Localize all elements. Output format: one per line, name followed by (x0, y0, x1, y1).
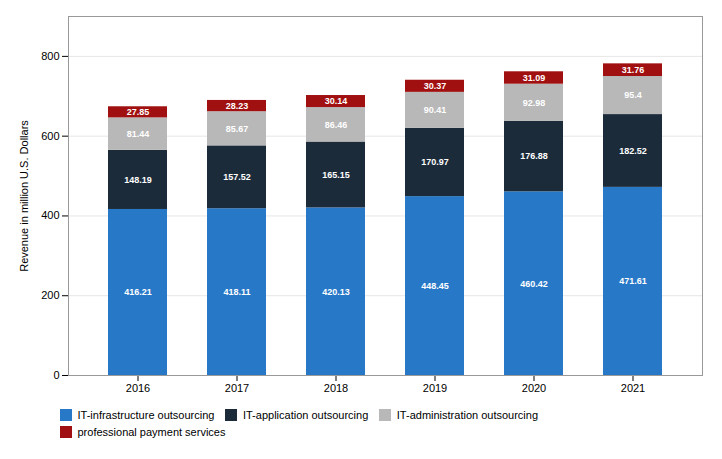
svg-text:95.4: 95.4 (624, 90, 642, 100)
svg-text:27.85: 27.85 (127, 107, 150, 117)
svg-text:200: 200 (41, 289, 59, 301)
html-text:IT-administration outsourcing: IT-administration outsourcing (396, 409, 538, 422)
svg-text:416.21: 416.21 (124, 287, 152, 297)
svg-text:800: 800 (41, 50, 59, 62)
svg-text:2017: 2017 (225, 382, 249, 394)
svg-text:170.97: 170.97 (421, 157, 449, 167)
svg-text:165.15: 165.15 (322, 170, 350, 180)
svg-text:157.52: 157.52 (223, 172, 251, 182)
svg-text:471.61: 471.61 (619, 276, 647, 286)
svg-text:600: 600 (41, 130, 59, 142)
svg-text:182.52: 182.52 (619, 146, 647, 156)
svg-text:2018: 2018 (324, 382, 348, 394)
svg-text:460.42: 460.42 (520, 279, 548, 289)
svg-text:420.13: 420.13 (322, 287, 350, 297)
svg-text:448.45: 448.45 (421, 281, 449, 291)
svg-text:30.37: 30.37 (424, 81, 447, 91)
svg-text:2021: 2021 (621, 382, 645, 394)
svg-text:0: 0 (53, 369, 59, 381)
svg-text:148.19: 148.19 (124, 175, 152, 185)
svg-text:86.46: 86.46 (325, 120, 348, 130)
html-text:professional payment services: professional payment services (77, 425, 226, 438)
html-text:IT-application outsourcing: IT-application outsourcing (243, 409, 369, 422)
svg-text:30.14: 30.14 (325, 96, 348, 106)
svg-text:418.11: 418.11 (223, 287, 250, 297)
svg-text:28.23: 28.23 (226, 101, 249, 111)
svg-text:Revenue in million U.S. Dollar: Revenue in million U.S. Dollars (18, 120, 30, 272)
svg-text:2019: 2019 (423, 382, 447, 394)
svg-text:400: 400 (41, 209, 59, 221)
svg-text:90.41: 90.41 (424, 105, 447, 115)
svg-text:31.09: 31.09 (523, 73, 546, 83)
svg-text:2020: 2020 (522, 382, 546, 394)
svg-text:176.88: 176.88 (520, 151, 548, 161)
svg-text:31.76: 31.76 (622, 65, 645, 75)
svg-text:92.98: 92.98 (523, 98, 546, 108)
svg-text:81.44: 81.44 (127, 129, 150, 139)
svg-text:85.67: 85.67 (226, 124, 249, 134)
svg-text:2016: 2016 (126, 382, 150, 394)
html-text:IT-infrastructure outsourcing: IT-infrastructure outsourcing (77, 409, 215, 422)
